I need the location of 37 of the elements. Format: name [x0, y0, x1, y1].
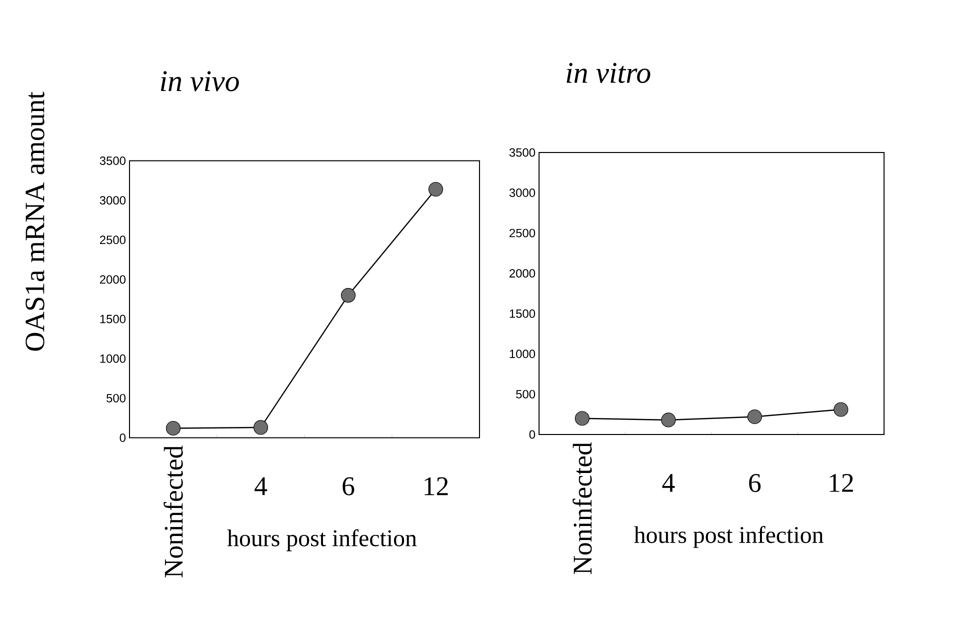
y-tick-label: 3000 — [100, 196, 126, 205]
chart-title: in vivo — [160, 71, 239, 92]
y-tick-label: 2500 — [100, 236, 126, 244]
y-tick-label: 2000 — [510, 269, 536, 278]
x-axis-title: hours post infection — [227, 529, 417, 552]
x-tick-label: 4 — [254, 477, 268, 495]
point — [747, 409, 762, 424]
y-tick-label: 1500 — [510, 309, 536, 318]
y-axis-title: OAS1a mRNA amount — [26, 92, 44, 351]
y-tick-label: 3000 — [509, 188, 536, 197]
point — [661, 412, 676, 428]
chart-title: in vitro — [566, 62, 650, 83]
y-tick-label: 2000 — [100, 275, 126, 284]
point — [574, 411, 590, 426]
point — [834, 402, 848, 417]
x-tick-label: Noninfected — [572, 442, 592, 574]
y-tick-label: 1000 — [100, 354, 126, 363]
y-tick-label: 1500 — [100, 314, 126, 324]
y-tick-label: 0 — [529, 430, 536, 439]
point — [340, 288, 356, 303]
y-tick-label: 500 — [106, 394, 126, 402]
point — [428, 182, 444, 197]
y-tick-label: 0 — [120, 434, 126, 442]
x-tick-label: 6 — [342, 477, 354, 496]
x-tick-label: 6 — [749, 474, 761, 492]
point — [253, 420, 268, 435]
x-axis-title: hours post infection — [634, 526, 824, 548]
x-tick-label: 4 — [662, 474, 675, 492]
point — [166, 420, 181, 436]
y-tick-label: 2500 — [510, 228, 536, 238]
x-tick-label: 12 — [424, 477, 448, 496]
x-tick-label: 12 — [830, 474, 853, 492]
y-tick-label: 1000 — [510, 350, 536, 358]
y-tick-label: 3500 — [100, 156, 126, 165]
y-tick-label: 3500 — [509, 148, 536, 157]
y-tick-label: 500 — [516, 390, 536, 398]
x-tick-label: Noninfected — [164, 446, 183, 578]
